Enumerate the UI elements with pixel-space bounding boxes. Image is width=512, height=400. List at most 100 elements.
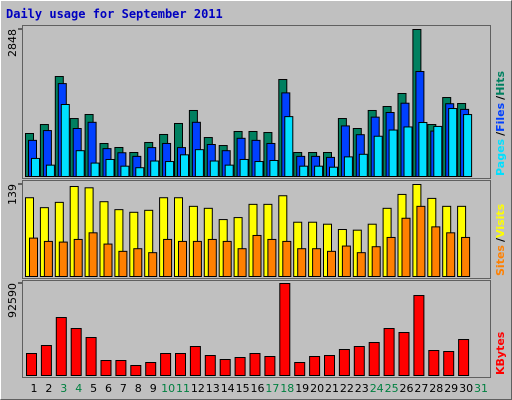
legend-separator: / xyxy=(494,95,507,100)
bar xyxy=(75,150,85,177)
legend: Sites /Visits xyxy=(494,203,507,276)
bar xyxy=(192,240,202,278)
bar xyxy=(448,108,458,177)
legend-entry: Hits xyxy=(494,71,507,96)
bar xyxy=(324,355,335,376)
x-tick-label: 16 xyxy=(251,382,265,395)
bar xyxy=(178,240,187,278)
bar xyxy=(88,232,98,277)
bar xyxy=(428,350,440,376)
y-tick-label: 92590 xyxy=(6,283,19,318)
bar xyxy=(85,337,97,377)
bar xyxy=(388,129,398,177)
bar xyxy=(118,250,128,278)
x-tick-label: 28 xyxy=(429,382,443,395)
bar xyxy=(279,283,291,376)
bar xyxy=(309,356,321,376)
bar xyxy=(267,238,277,278)
bar xyxy=(299,165,309,178)
bar xyxy=(115,360,127,377)
bar xyxy=(368,342,380,377)
bar xyxy=(343,156,353,177)
bar xyxy=(269,159,279,177)
bar xyxy=(294,362,306,377)
x-tick-label: 12 xyxy=(191,382,205,395)
bar xyxy=(403,126,413,177)
bar xyxy=(383,328,395,376)
bar xyxy=(327,250,336,278)
bar xyxy=(194,149,204,177)
x-tick-label: 5 xyxy=(90,382,97,395)
bar xyxy=(371,246,381,277)
bar xyxy=(443,351,455,376)
bar xyxy=(297,248,307,277)
bar xyxy=(338,349,350,376)
legend-entry: Pages xyxy=(494,138,507,176)
bar xyxy=(431,226,441,277)
x-tick-label: 13 xyxy=(206,382,220,395)
bar xyxy=(329,166,338,178)
legend-separator: / xyxy=(494,237,507,242)
bar xyxy=(461,236,471,278)
x-tick-label: 7 xyxy=(120,382,127,395)
x-tick-label: 1 xyxy=(31,382,38,395)
bar xyxy=(40,345,52,376)
bar xyxy=(463,114,473,177)
bar xyxy=(458,339,470,377)
legend-entry: Visits xyxy=(494,203,507,238)
legend-entry: Files xyxy=(494,102,507,132)
bar xyxy=(401,217,411,278)
bar xyxy=(150,160,160,177)
bar xyxy=(60,103,70,177)
bar xyxy=(252,234,262,278)
x-tick-label: 30 xyxy=(459,382,473,395)
bar xyxy=(148,252,158,278)
x-tick-label: 26 xyxy=(400,382,414,395)
legend: Pages/Files/Hits xyxy=(494,71,507,176)
bar xyxy=(386,236,396,278)
bar xyxy=(29,237,38,277)
x-tick-label: 15 xyxy=(236,382,250,395)
bar xyxy=(358,153,368,178)
x-tick-label: 20 xyxy=(310,382,324,395)
x-tick-label: 11 xyxy=(176,382,190,395)
bar xyxy=(353,346,365,377)
x-tick-label: 3 xyxy=(60,382,67,395)
bar xyxy=(418,122,428,178)
x-tick-label: 17 xyxy=(265,382,279,395)
bar xyxy=(145,362,157,377)
bar xyxy=(26,353,37,376)
x-tick-label: 31 xyxy=(474,382,488,395)
bar xyxy=(105,158,115,177)
bar xyxy=(398,332,410,376)
legend-entry: Sites xyxy=(494,245,507,276)
x-tick-label: 25 xyxy=(385,382,399,395)
bar xyxy=(314,165,324,178)
bar xyxy=(284,116,294,177)
x-tick-label: 8 xyxy=(135,382,142,395)
bar xyxy=(219,359,231,377)
x-tick-label: 24 xyxy=(370,382,384,395)
x-tick-label: 19 xyxy=(295,382,309,395)
bar xyxy=(120,165,130,178)
x-tick-label: 27 xyxy=(414,382,428,395)
bar xyxy=(341,245,351,277)
bar xyxy=(73,238,83,278)
bar xyxy=(90,162,100,178)
bar xyxy=(254,161,264,177)
bar xyxy=(130,365,142,376)
y-tick-label: 139 xyxy=(6,184,19,205)
x-tick-label: 14 xyxy=(221,382,235,395)
bar xyxy=(356,252,366,278)
bar xyxy=(70,328,82,376)
bar xyxy=(45,164,55,178)
bar xyxy=(237,248,247,277)
bar xyxy=(163,238,173,278)
bar xyxy=(234,357,246,377)
x-tick-label: 22 xyxy=(340,382,354,395)
bar xyxy=(264,356,276,376)
bar xyxy=(189,346,201,377)
